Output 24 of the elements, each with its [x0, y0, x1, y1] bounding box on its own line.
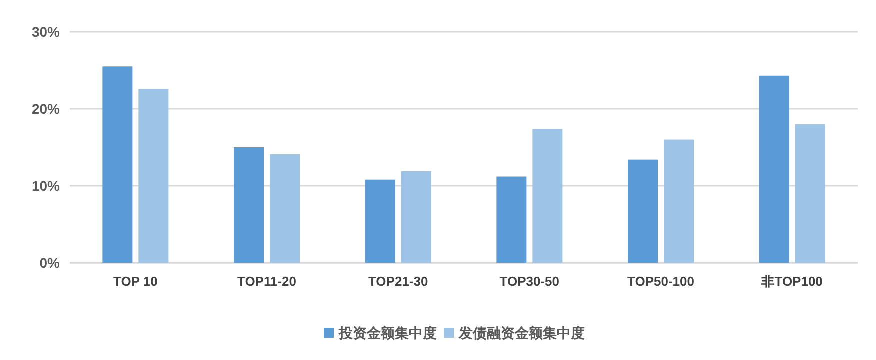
bar	[532, 129, 563, 263]
bar	[102, 66, 133, 263]
bar	[138, 88, 169, 263]
y-tick-label: 20%	[32, 101, 61, 117]
bar	[759, 76, 790, 263]
x-tick-label: TOP11-20	[237, 274, 297, 289]
bar	[401, 171, 432, 263]
y-tick-label: 10%	[32, 178, 61, 194]
x-tick-label: TOP 10	[114, 274, 158, 289]
bar	[234, 148, 264, 263]
y-tick-label: 0%	[40, 255, 61, 271]
bar	[496, 176, 527, 263]
bar	[365, 180, 396, 263]
legend-label: 投资金额集中度	[338, 325, 437, 341]
bar	[270, 154, 300, 263]
bar	[664, 140, 694, 263]
x-tick-label: TOP30-50	[500, 274, 560, 289]
y-tick-label: 30%	[32, 24, 61, 40]
x-tick-label: TOP21-30	[368, 274, 428, 289]
legend-label: 发债融资金额集中度	[458, 325, 585, 341]
bar	[628, 160, 658, 263]
x-tick-label: TOP50-100	[628, 274, 694, 289]
bar	[795, 124, 826, 263]
x-tick-label: 非TOP100	[760, 274, 823, 289]
